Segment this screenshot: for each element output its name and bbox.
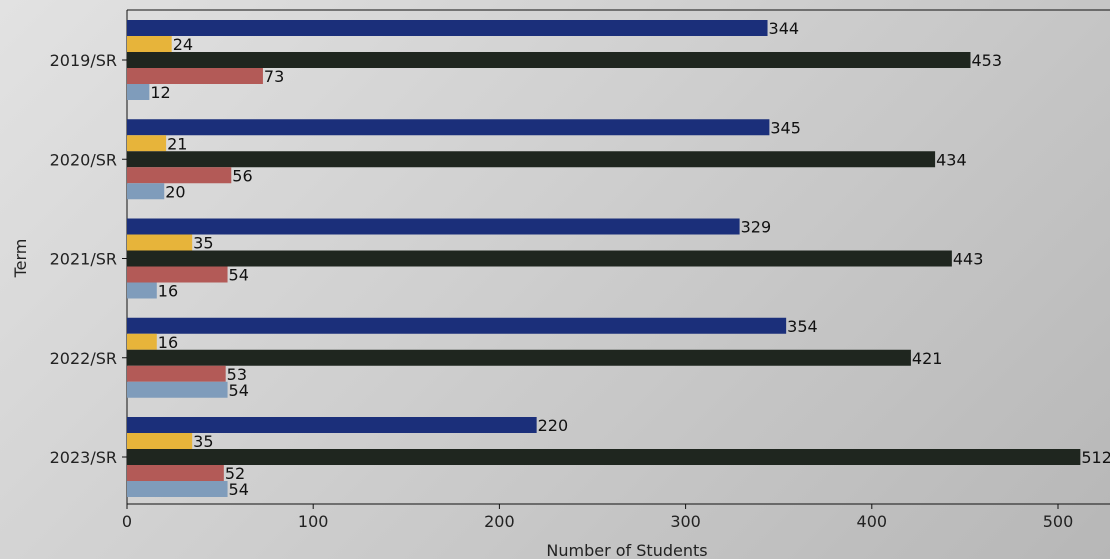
data-label: 56 [232, 166, 252, 185]
data-label: 16 [158, 282, 178, 301]
data-label: 345 [770, 118, 801, 137]
data-label: 220 [538, 416, 569, 435]
data-label: 443 [953, 250, 984, 269]
y-tick-label: 2022/SR [50, 349, 117, 368]
bar [127, 449, 1081, 465]
data-label: 35 [193, 234, 213, 253]
bar [127, 365, 226, 382]
data-label: 16 [158, 333, 178, 352]
data-labels-layer: 344 24 453 73 12 345 21 434 56 20 329 35 443 54 16 354 1… [150, 19, 1110, 499]
data-label: 53 [227, 365, 247, 384]
bar [127, 381, 228, 398]
data-label: 453 [971, 51, 1002, 70]
bar [127, 151, 936, 168]
bar [127, 266, 228, 283]
data-label: 54 [229, 381, 249, 400]
x-tick-label: 400 [857, 512, 888, 531]
bars-layer [127, 20, 1081, 497]
bar [127, 317, 787, 334]
bar [127, 135, 167, 152]
bar [127, 68, 263, 84]
x-tick-label: 0 [122, 512, 132, 531]
y-tick-label: 2021/SR [50, 250, 117, 269]
bar [127, 84, 150, 100]
data-label: 73 [264, 67, 284, 86]
y-tick-label: 2019/SR [50, 51, 117, 70]
data-label: 12 [150, 83, 170, 102]
bar [127, 119, 770, 136]
data-label: 54 [229, 266, 249, 285]
data-label: 329 [741, 218, 772, 237]
bar [127, 183, 165, 200]
bar [127, 218, 740, 235]
bar [127, 433, 193, 449]
data-label: 35 [193, 432, 213, 451]
data-label: 434 [936, 150, 967, 169]
bar [127, 333, 157, 350]
y-axis: 2019/SR 2020/SR 2021/SR 2022/SR 2023/SR [50, 51, 127, 467]
data-label: 20 [165, 182, 185, 201]
y-tick-label: 2020/SR [50, 150, 117, 169]
data-label: 354 [787, 317, 818, 336]
bar [127, 349, 911, 366]
x-axis: 0 100 200 300 400 500 [122, 504, 1073, 531]
data-label: 52 [225, 464, 245, 483]
y-axis-title: Term [11, 239, 30, 279]
x-tick-label: 200 [484, 512, 515, 531]
bar [127, 282, 157, 299]
bar [127, 36, 172, 52]
bar [127, 465, 224, 481]
bar [127, 167, 232, 184]
data-label: 21 [167, 134, 187, 153]
x-tick-label: 500 [1043, 512, 1074, 531]
bar [127, 20, 768, 36]
x-axis-title: Number of Students [546, 541, 707, 559]
data-label: 344 [769, 19, 800, 38]
data-label: 421 [912, 349, 943, 368]
x-tick-label: 100 [298, 512, 329, 531]
bar [127, 52, 971, 68]
x-tick-label: 300 [670, 512, 701, 531]
bar [127, 417, 537, 433]
bar [127, 481, 228, 497]
bar [127, 234, 193, 251]
data-label: 54 [229, 480, 249, 499]
bar [127, 250, 952, 267]
data-label: 512 [1081, 448, 1110, 467]
data-label: 24 [173, 35, 193, 54]
y-tick-label: 2023/SR [50, 448, 117, 467]
